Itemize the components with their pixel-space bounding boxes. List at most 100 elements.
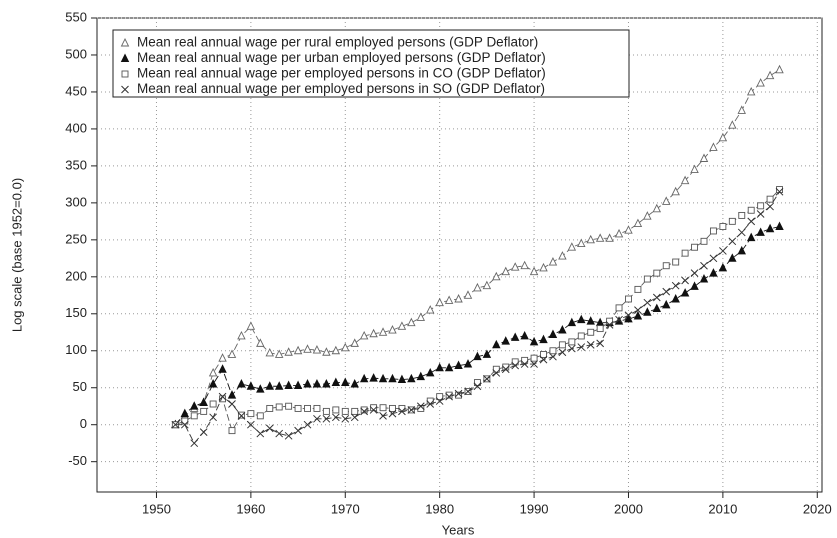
marker [766,195,774,203]
marker [359,330,369,340]
y-tick-label: 0 [80,416,87,431]
legend: Mean real annual wage per rural employed… [112,29,630,98]
marker [332,406,340,414]
marker [501,365,510,374]
marker [463,359,473,368]
marker [492,271,501,281]
marker [435,297,444,307]
marker [284,431,293,440]
legend-label: Mean real annual wage per employed perso… [137,66,546,81]
marker [737,228,746,237]
marker [595,233,605,242]
marker [634,306,642,314]
marker [246,381,256,390]
marker [737,105,746,114]
marker [643,211,652,220]
marker [539,262,548,272]
marker [398,404,406,412]
marker [737,245,746,255]
series-line [175,189,780,432]
marker [691,243,699,251]
legend-box [112,29,630,98]
legend-label: Mean real annual wage per urban employed… [137,50,546,65]
marker [388,409,397,418]
marker [294,404,302,412]
marker [359,373,369,383]
marker [529,266,539,276]
x-tick-label: 1990 [520,501,549,516]
series-line [175,69,780,426]
marker [454,360,463,370]
marker [341,414,350,423]
series-line [175,226,780,425]
marker [331,345,341,355]
marker [643,307,652,316]
marker [680,288,690,297]
marker [700,261,708,270]
marker [662,262,670,270]
marker [426,367,435,377]
marker [284,380,293,389]
marker [662,196,671,205]
marker [747,217,756,226]
marker [416,371,426,381]
marker [624,311,633,320]
marker [633,310,643,320]
y-tick-label: 350 [65,157,87,172]
marker [369,328,378,338]
marker [228,427,236,435]
marker [417,404,425,412]
marker [237,379,246,388]
marker [709,254,718,263]
y-axis-label: Log scale (base 1952=0.0) [9,178,24,332]
marker [634,285,642,293]
marker [199,428,208,436]
marker [398,407,406,416]
marker [709,142,718,151]
marker [728,237,737,246]
marker [511,361,520,370]
marker [492,369,501,377]
marker [246,321,256,330]
x-tick-label: 1950 [142,501,171,516]
marker [766,202,774,211]
marker [228,400,236,408]
y-tick-label: 450 [65,83,87,98]
y-tick-label: 250 [65,231,87,246]
marker [407,373,416,383]
marker [227,349,237,358]
legend-marker [121,85,129,94]
x-tick-label: 1960 [236,501,265,516]
marker [303,344,312,353]
marker [360,406,368,414]
marker [746,86,756,96]
marker [577,238,586,247]
marker [662,299,671,309]
marker [549,352,557,361]
marker [690,281,699,290]
marker [407,317,416,327]
marker [256,384,265,393]
marker [757,202,765,210]
marker [464,387,472,396]
marker [596,339,605,348]
marker [643,298,652,307]
marker [473,282,482,292]
legend-marker [120,53,130,62]
marker [577,332,585,340]
marker [549,347,557,355]
marker [596,325,604,333]
marker [209,400,217,408]
marker [190,412,198,420]
marker [436,393,444,401]
marker [463,290,473,299]
marker [568,338,576,346]
marker [322,347,331,356]
marker [775,221,784,230]
marker [510,262,520,271]
marker [275,429,284,438]
marker [285,402,293,410]
marker [605,233,614,242]
marker [322,407,330,415]
marker [247,420,255,429]
